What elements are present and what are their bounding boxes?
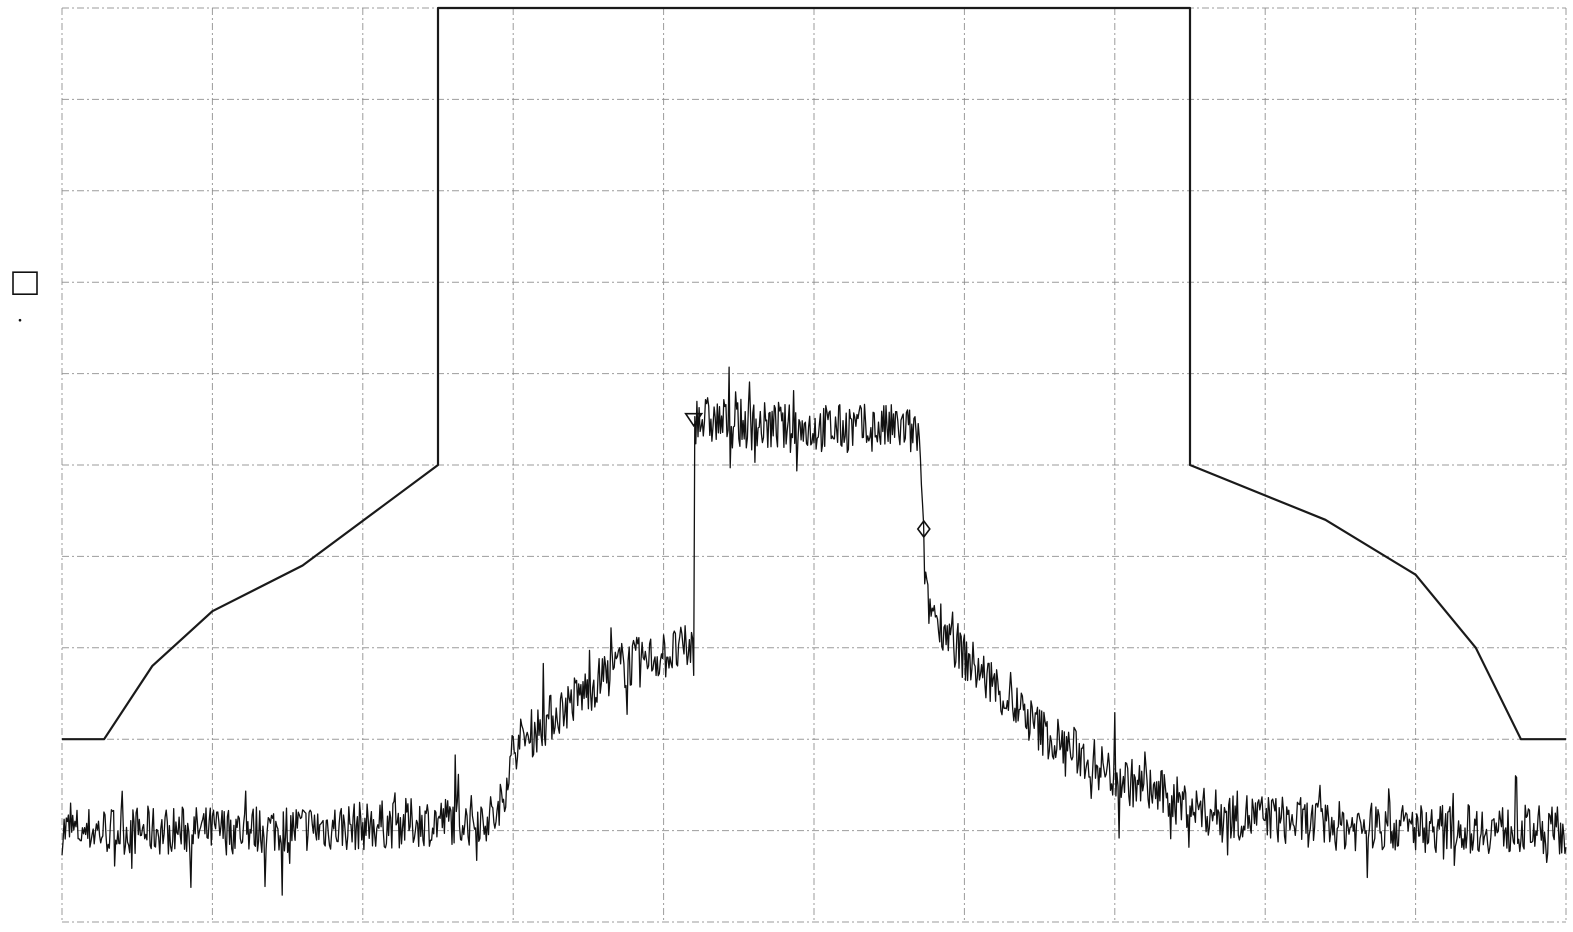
side-dot (18, 318, 22, 322)
marker-diamond (916, 519, 931, 539)
marker-triangle (684, 412, 704, 428)
side-square-marker (12, 271, 38, 296)
side-layer (12, 271, 38, 322)
spectrum-trace-line (61, 366, 1567, 896)
trace-layer (61, 366, 1567, 896)
spectral-mask-line (62, 6, 1566, 741)
mask-layer (62, 6, 1566, 741)
marker-layer (684, 412, 931, 539)
grid (61, 7, 1567, 923)
